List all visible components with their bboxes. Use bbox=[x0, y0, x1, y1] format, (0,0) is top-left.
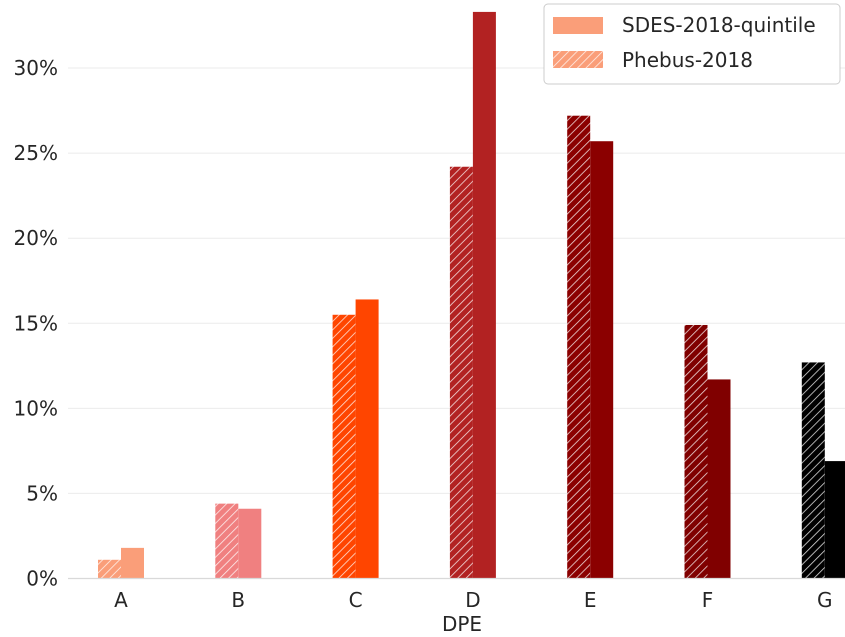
legend-swatch-sdes bbox=[553, 17, 603, 34]
bar-sdes-e bbox=[590, 141, 614, 579]
x-tick-label: A bbox=[114, 588, 128, 612]
bar-sdes-f bbox=[707, 379, 731, 579]
legend-frame bbox=[543, 3, 841, 85]
bar-sdes-c bbox=[355, 299, 379, 579]
x-tick-label: F bbox=[702, 588, 714, 612]
y-axis-ticks: 0% 5% 10% 15% 20% 25% 30% bbox=[14, 56, 58, 590]
y-tick-label: 0% bbox=[26, 567, 58, 591]
y-tick-label: 10% bbox=[14, 396, 58, 420]
x-axis-ticks: A B C D E F G bbox=[114, 588, 832, 612]
x-tick-label: E bbox=[584, 588, 597, 612]
x-axis-title: DPE bbox=[442, 612, 482, 636]
legend-label-sdes: SDES-2018-quintile bbox=[622, 13, 816, 37]
bar-phebus-d bbox=[449, 166, 473, 579]
y-tick-label: 25% bbox=[14, 141, 58, 165]
bar-phebus-a bbox=[98, 559, 121, 579]
legend-swatch-phebus bbox=[553, 51, 603, 68]
legend-label-phebus: Phebus-2018 bbox=[622, 48, 753, 72]
x-tick-label: C bbox=[349, 588, 363, 612]
y-tick-label: 5% bbox=[26, 481, 58, 505]
bar-phebus-c bbox=[332, 314, 356, 579]
y-tick-label: 30% bbox=[14, 56, 58, 80]
bars bbox=[98, 11, 845, 579]
bar-sdes-d bbox=[472, 11, 496, 579]
bar-sdes-g bbox=[824, 461, 845, 579]
legend: SDES-2018-quintile Phebus-2018 bbox=[543, 3, 841, 85]
bar-phebus-g bbox=[801, 362, 825, 579]
bar-phebus-f bbox=[684, 324, 708, 579]
bar-phebus-e bbox=[567, 115, 591, 579]
bar-phebus-b bbox=[215, 503, 239, 579]
x-tick-label: B bbox=[231, 588, 245, 612]
y-tick-label: 15% bbox=[14, 311, 58, 335]
bar-sdes-a bbox=[121, 547, 144, 579]
y-tick-label: 20% bbox=[14, 226, 58, 250]
x-tick-label: G bbox=[817, 588, 833, 612]
bar-sdes-b bbox=[238, 508, 262, 579]
x-tick-label: D bbox=[465, 588, 480, 612]
